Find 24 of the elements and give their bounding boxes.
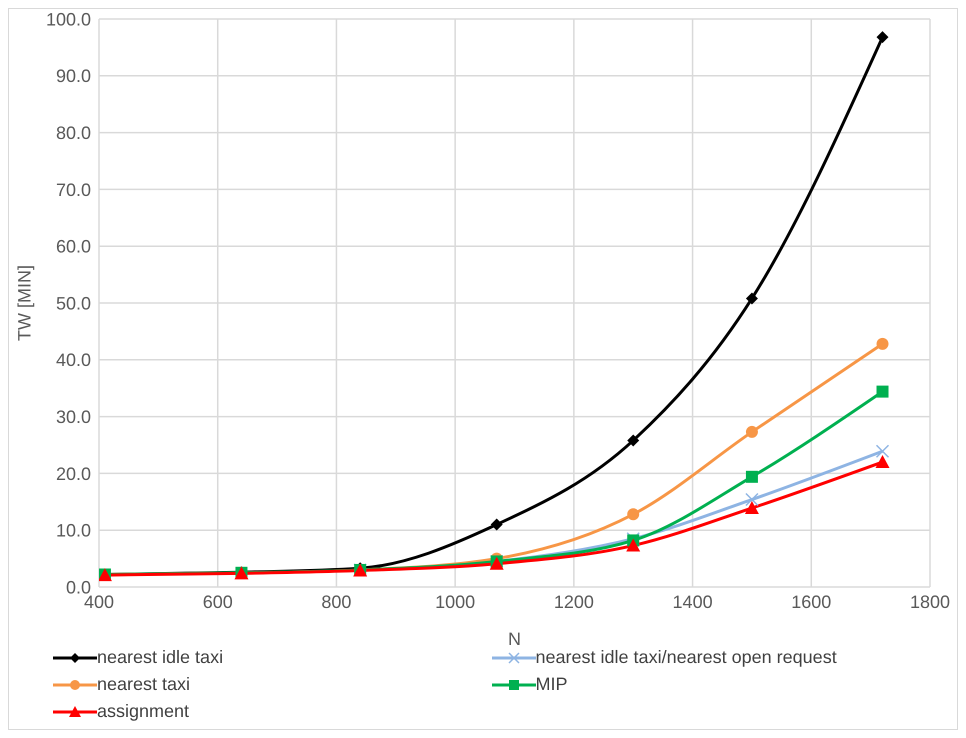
x-tick-label: 800 — [321, 592, 352, 612]
y-tick-label: 20.0 — [56, 464, 91, 484]
y-tick-label: 80.0 — [56, 122, 91, 143]
y-tick-label: 50.0 — [56, 293, 91, 314]
x-tick-label: 1400 — [672, 592, 713, 612]
legend-label: nearest taxi — [97, 674, 190, 695]
x-axis-title: N — [508, 629, 521, 649]
x-tick-label: 1200 — [554, 592, 594, 612]
legend-label: nearest idle taxi — [97, 647, 224, 668]
y-tick-label: 100.0 — [46, 9, 91, 30]
y-tick-label: 10.0 — [56, 520, 91, 541]
y-tick-label: 90.0 — [56, 66, 91, 86]
legend-label: MIP — [536, 674, 568, 695]
x-tick-label: 1000 — [435, 592, 476, 612]
y-tick-label: 60.0 — [56, 236, 91, 257]
y-tick-label: 30.0 — [56, 406, 91, 427]
y-tick-label: 70.0 — [56, 180, 91, 200]
x-tick-label: 1800 — [910, 592, 950, 612]
x-tick-label: 600 — [202, 592, 233, 612]
legend-label: nearest idle taxi/nearest open request — [536, 647, 837, 668]
y-axis-title: TW [MIN] — [14, 265, 34, 341]
y-tick-label: 40.0 — [56, 350, 91, 370]
x-tick-label: 1600 — [791, 592, 832, 612]
legend-label: assignment — [97, 701, 190, 722]
